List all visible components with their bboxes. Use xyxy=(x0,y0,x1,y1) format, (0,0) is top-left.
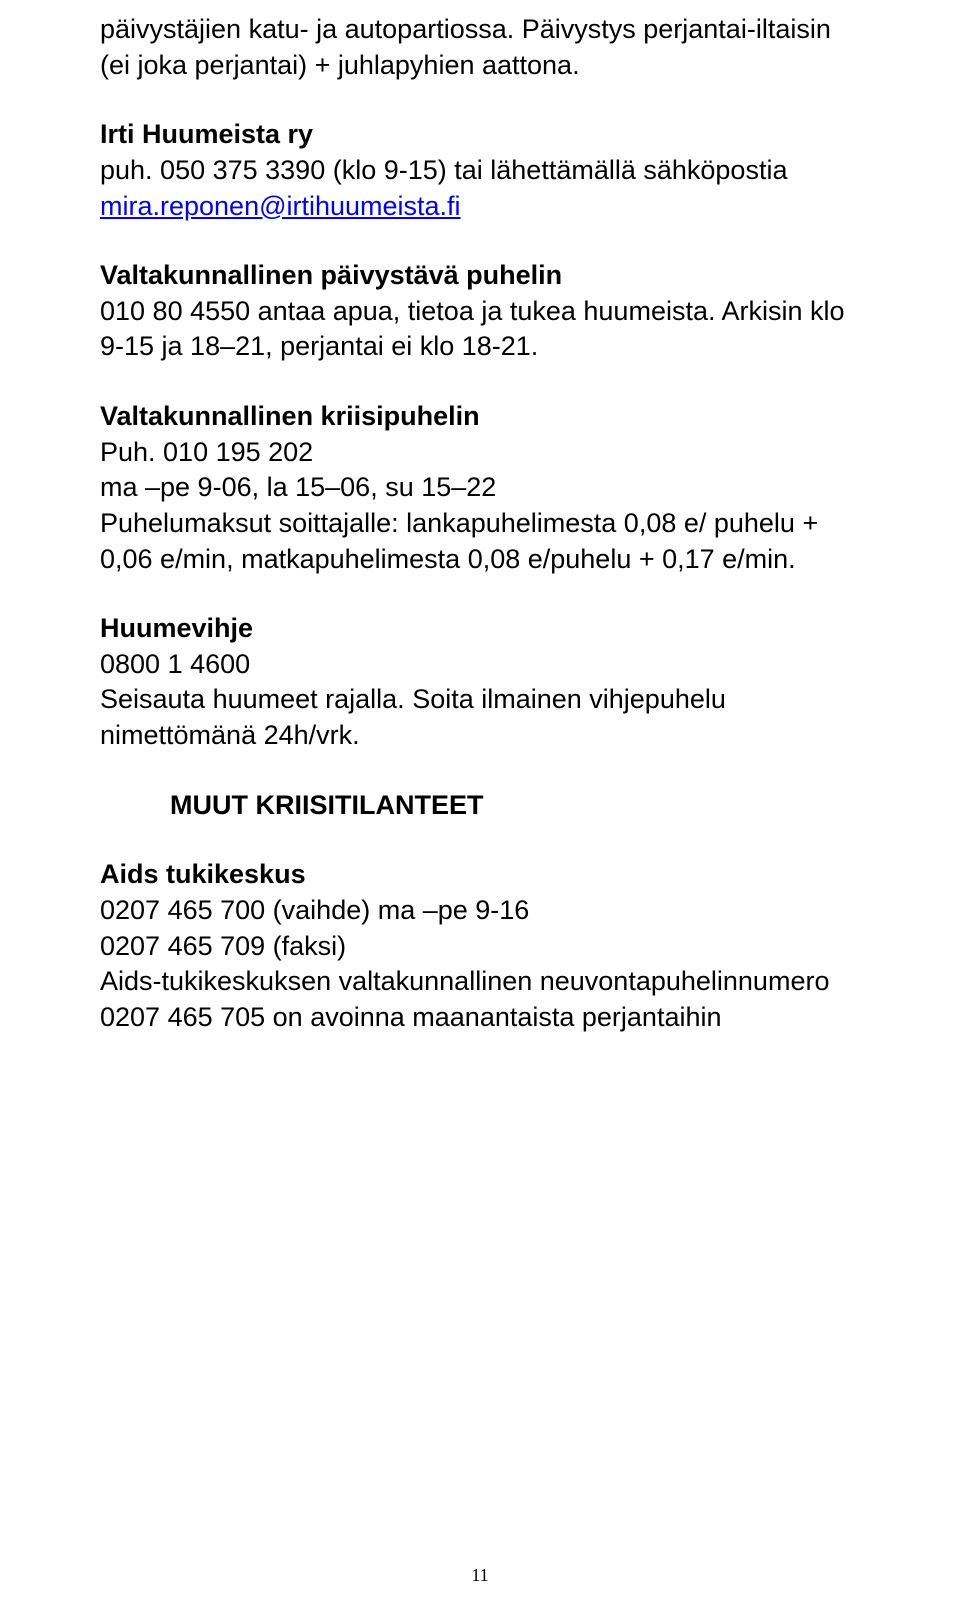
org-body-text: Puh. 010 195 202 ma –pe 9-06, la 15–06, … xyxy=(100,437,818,574)
org-name: Aids tukikeskus xyxy=(100,859,306,889)
org-body-text: 0207 465 700 (vaihde) ma –pe 9-16 0207 4… xyxy=(100,895,829,1032)
org-body-text: 0800 1 4600 Seisauta huumeet rajalla. So… xyxy=(100,649,726,750)
document-page: päivystäjien katu- ja autopartiossa. Päi… xyxy=(0,0,960,1616)
org-name: Irti Huumeista ry xyxy=(100,119,313,149)
org-name: Huumevihje xyxy=(100,613,253,643)
org-block-paivystava-puhelin: Valtakunnallinen päivystävä puhelin 010 … xyxy=(100,258,860,365)
org-block-aids-tukikeskus: Aids tukikeskus 0207 465 700 (vaihde) ma… xyxy=(100,857,860,1035)
section-heading: MUUT KRIISITILANTEET xyxy=(170,788,860,824)
org-block-kriisipuhelin: Valtakunnallinen kriisipuhelin Puh. 010 … xyxy=(100,399,860,577)
org-name: Valtakunnallinen kriisipuhelin xyxy=(100,401,480,431)
org-name: Valtakunnallinen päivystävä puhelin xyxy=(100,260,562,290)
org-block-irti-huumeista: Irti Huumeista ry puh. 050 375 3390 (klo… xyxy=(100,117,860,224)
org-body-text: 010 80 4550 antaa apua, tietoa ja tukea … xyxy=(100,296,845,362)
email-link[interactable]: mira.reponen@irtihuumeista.fi xyxy=(100,191,461,221)
org-block-huumevihje: Huumevihje 0800 1 4600 Seisauta huumeet … xyxy=(100,611,860,754)
org-body-text: puh. 050 375 3390 (klo 9-15) tai lähettä… xyxy=(100,155,787,185)
page-number: 11 xyxy=(0,1564,960,1588)
intro-paragraph: päivystäjien katu- ja autopartiossa. Päi… xyxy=(100,12,860,83)
